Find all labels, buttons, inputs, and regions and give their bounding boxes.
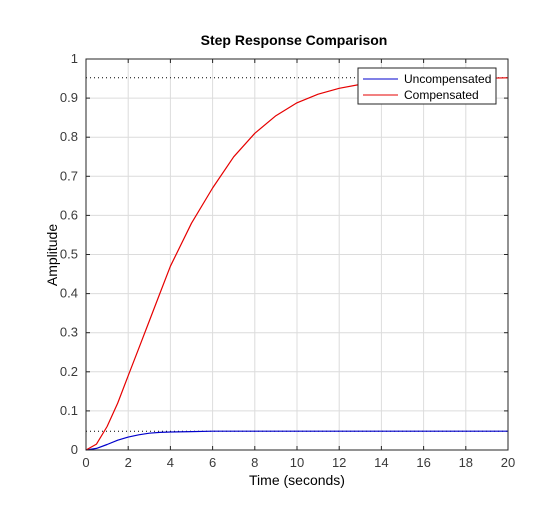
legend: Uncompensated Compensated [357,67,497,105]
y-tick-label: 0 [71,442,78,457]
grid [86,59,508,450]
x-tick-label: 4 [167,455,174,470]
series-line-uncompensated [85,430,508,451]
x-tick-label: 2 [125,455,132,470]
y-tick-label: 0.2 [60,364,78,379]
y-tick-label: 0.4 [60,286,78,301]
y-tick-label: 0.9 [60,90,78,105]
chart-title: Step Response Comparison [201,32,388,48]
x-tick-label: 16 [416,455,430,470]
x-axis-label: Time (seconds) [249,472,345,488]
y-axis-label: Amplitude [44,224,60,286]
x-tick-label: 20 [501,455,515,470]
y-tick-label: 0.1 [60,403,78,418]
x-tick-label: 6 [209,455,216,470]
legend-box [357,67,497,105]
x-tick-label: 14 [374,455,388,470]
y-tick-label: 0.8 [60,129,78,144]
x-tick-label: 12 [332,455,346,470]
y-tick-label: 0.6 [60,207,78,222]
y-tick-label: 1 [71,51,78,66]
legend-label-compensated: Compensated [404,88,479,102]
y-tick-label: 0.7 [60,168,78,183]
x-tick-label: 0 [82,455,89,470]
x-tick-label: 10 [290,455,304,470]
axis-ticks [85,58,509,451]
x-tick-label: 18 [459,455,473,470]
y-tick-label: 0.5 [60,247,78,262]
tick-labels: 0 2 4 6 8 10 12 14 16 18 20 0 0.1 0.2 0.3 0.4 0.5 0.6 0.7 0… [60,51,515,470]
y-tick-label: 0.3 [60,325,78,340]
x-tick-label: 8 [251,455,258,470]
legend-label-uncompensated: Uncompensated [404,72,491,86]
